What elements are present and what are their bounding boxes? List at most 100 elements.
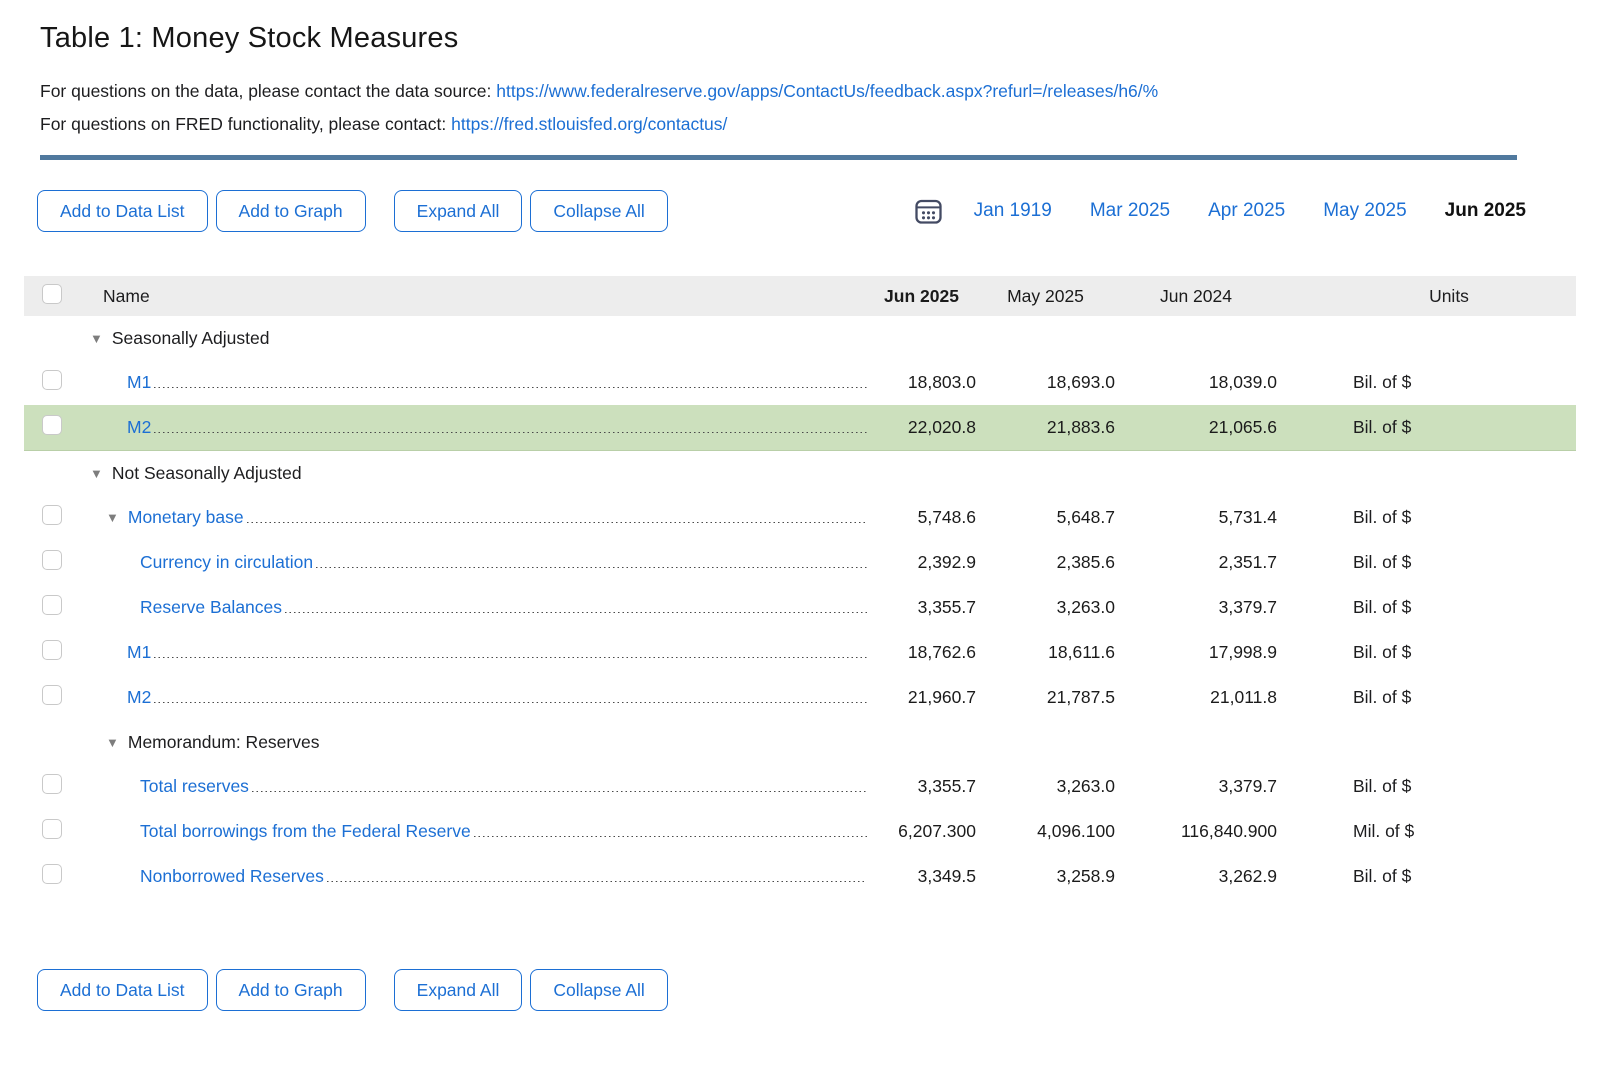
- value-jun-2025: 22,020.8: [907, 417, 976, 437]
- collapse-triangle-icon[interactable]: ▼: [106, 510, 119, 525]
- value-jun-2024: 116,840.900: [1180, 821, 1277, 841]
- table-row: Total borrowings from the Federal Reserv…: [24, 809, 1576, 854]
- series-link[interactable]: M2: [127, 687, 152, 707]
- dotted-leader: [316, 563, 867, 568]
- series-link[interactable]: M2: [127, 417, 152, 437]
- units-cell: Bil. of $: [1353, 552, 1412, 572]
- section-row: ▼ Seasonally Adjusted: [24, 316, 1576, 360]
- fred-contact-link[interactable]: https://fred.stlouisfed.org/contactus/: [451, 114, 728, 134]
- collapse-triangle-icon[interactable]: ▼: [90, 330, 103, 346]
- select-all-checkbox[interactable]: [42, 283, 62, 304]
- dotted-leader: [154, 428, 867, 433]
- series-link[interactable]: M1: [127, 642, 152, 662]
- value-may-2025: 18,693.0: [1046, 372, 1115, 392]
- value-jun-2024: 17,998.9: [1208, 642, 1277, 662]
- units-cell: Bil. of $: [1353, 776, 1412, 796]
- table-row: M2 21,960.7 21,787.5 21,011.8 Bil. of $: [24, 675, 1576, 720]
- value-jun-2025: 5,748.6: [917, 507, 976, 527]
- toolbar-bottom: Add to Data List Add to Graph Expand All…: [37, 969, 1526, 1011]
- row-checkbox[interactable]: [42, 774, 62, 794]
- header-checkbox-cell: [24, 283, 80, 309]
- contact-text: For questions on FRED functionality, ple…: [40, 114, 452, 134]
- expand-all-button[interactable]: Expand All: [393, 969, 523, 1011]
- series-name-cell: Total borrowings from the Federal Reserv…: [80, 821, 867, 842]
- table-header-row: Name Jun 2025 May 2025 Jun 2024 Units: [24, 276, 1576, 316]
- series-link[interactable]: Monetary base: [127, 507, 244, 527]
- section-name-cell: ▼ Not Seasonally Adjusted: [80, 463, 867, 484]
- add-to-graph-button[interactable]: Add to Graph: [215, 190, 366, 232]
- collapse-triangle-icon[interactable]: ▼: [90, 465, 103, 481]
- units-cell: Bil. of $: [1353, 507, 1412, 527]
- checkbox-cell: [24, 685, 80, 710]
- row-checkbox[interactable]: [42, 550, 62, 570]
- contact-line-data-source: For questions on the data, please contac…: [40, 75, 1517, 108]
- expand-all-button[interactable]: Expand All: [393, 190, 523, 232]
- value-may-2025: 21,787.5: [1046, 687, 1115, 707]
- series-link[interactable]: Total reserves: [140, 776, 249, 796]
- checkbox-cell: [24, 774, 80, 799]
- dotted-leader: [326, 877, 867, 882]
- series-name-cell: Total reserves: [80, 776, 867, 797]
- checkbox-cell: [24, 595, 80, 620]
- row-checkbox[interactable]: [42, 864, 62, 884]
- series-link[interactable]: Nonborrowed Reserves: [140, 866, 324, 886]
- series-name-cell: Currency in circulation: [80, 552, 867, 573]
- calendar-icon[interactable]: [913, 196, 944, 227]
- table-row: M1 18,803.0 18,693.0 18,039.0 Bil. of $: [24, 360, 1576, 405]
- contact-text: For questions on the data, please contac…: [40, 81, 497, 101]
- units-cell: Bil. of $: [1353, 372, 1412, 392]
- row-checkbox[interactable]: [42, 819, 62, 839]
- value-jun-2024: 2,351.7: [1218, 552, 1277, 572]
- table-row: Reserve Balances 3,355.7 3,263.0 3,379.7…: [24, 585, 1576, 630]
- value-may-2025: 2,385.6: [1056, 552, 1115, 572]
- collapse-triangle-icon[interactable]: ▼: [106, 734, 119, 750]
- table-row: Total reserves 3,355.7 3,263.0 3,379.7 B…: [24, 764, 1576, 809]
- dotted-leader: [154, 383, 867, 388]
- section-name-cell: ▼ Memorandum: Reserves: [80, 732, 867, 753]
- value-may-2025: 21,883.6: [1046, 417, 1115, 437]
- date-link-may-2025[interactable]: May 2025: [1323, 200, 1407, 221]
- series-name-cell: M2: [80, 417, 867, 438]
- value-jun-2024: 21,065.6: [1208, 417, 1277, 437]
- series-link[interactable]: Total borrowings from the Federal Reserv…: [140, 821, 471, 841]
- section-row: ▼ Not Seasonally Adjusted: [24, 451, 1576, 495]
- units-cell: Bil. of $: [1353, 597, 1412, 617]
- collapse-all-button[interactable]: Collapse All: [530, 190, 668, 232]
- dotted-leader: [251, 787, 867, 792]
- series-link[interactable]: Currency in circulation: [140, 552, 314, 572]
- checkbox-cell: [24, 370, 80, 395]
- section-label: Seasonally Adjusted: [111, 327, 270, 348]
- series-link[interactable]: Reserve Balances: [140, 597, 283, 617]
- section-row: ▼ Memorandum: Reserves: [24, 720, 1576, 764]
- checkbox-cell: [24, 550, 80, 575]
- row-checkbox[interactable]: [42, 595, 62, 615]
- add-to-data-list-button[interactable]: Add to Data List: [37, 969, 208, 1011]
- table-row: Currency in circulation 2,392.9 2,385.6 …: [24, 540, 1576, 585]
- series-link[interactable]: M1: [127, 372, 152, 392]
- date-link-mar-2025[interactable]: Mar 2025: [1089, 200, 1171, 221]
- checkbox-cell: [24, 415, 80, 440]
- date-link-jan-1919[interactable]: Jan 1919: [973, 200, 1052, 221]
- column-header-units: Units: [1429, 285, 1469, 306]
- series-name-cell: Nonborrowed Reserves: [80, 866, 867, 887]
- add-to-graph-button[interactable]: Add to Graph: [215, 969, 366, 1011]
- row-checkbox[interactable]: [42, 640, 62, 660]
- date-link-apr-2025[interactable]: Apr 2025: [1208, 200, 1286, 221]
- date-navigation: Jan 1919 Mar 2025 Apr 2025 May 2025 Jun …: [913, 196, 1526, 227]
- value-may-2025: 3,258.9: [1056, 866, 1115, 886]
- row-checkbox[interactable]: [42, 505, 62, 525]
- row-checkbox[interactable]: [42, 415, 62, 435]
- data-source-link[interactable]: https://www.federalreserve.gov/apps/Cont…: [496, 81, 1159, 101]
- column-header-jun-2024: Jun 2024: [1159, 285, 1232, 306]
- row-checkbox[interactable]: [42, 685, 62, 705]
- checkbox-cell: [24, 505, 80, 530]
- current-date-label: Jun 2025: [1444, 200, 1526, 221]
- section-name-cell: ▼ Seasonally Adjusted: [80, 328, 867, 349]
- checkbox-cell: [24, 640, 80, 665]
- value-may-2025: 3,263.0: [1056, 776, 1115, 796]
- collapse-all-button[interactable]: Collapse All: [530, 969, 668, 1011]
- series-name-cell: M1: [80, 372, 867, 393]
- row-checkbox[interactable]: [42, 370, 62, 390]
- add-to-data-list-button[interactable]: Add to Data List: [37, 190, 208, 232]
